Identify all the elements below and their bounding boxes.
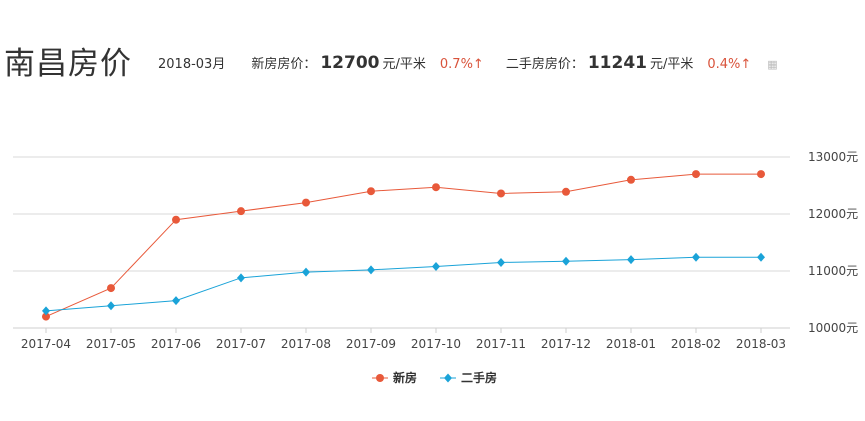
- data-point: [497, 189, 505, 198]
- data-point: [562, 187, 570, 196]
- x-tick-label: 2017-11: [476, 337, 526, 351]
- legend-marker: [376, 374, 384, 382]
- x-tick-label: 2017-05: [86, 337, 136, 351]
- new-price-change: 0.7%↑: [439, 57, 484, 72]
- series-line: [45, 173, 761, 318]
- series-line: [45, 256, 761, 312]
- new-price-label: 新房房价：: [251, 57, 317, 72]
- page-title: 南昌房价: [4, 46, 132, 82]
- data-point: [627, 175, 635, 184]
- data-point: [172, 215, 180, 224]
- data-point: [42, 312, 50, 321]
- x-tick-label: 2018-03: [736, 337, 786, 351]
- data-point: [432, 261, 440, 271]
- second-price-unit: 元/平米: [649, 57, 694, 72]
- y-tick-label: 12000元: [808, 207, 858, 221]
- data-point: [497, 257, 505, 267]
- data-point: [237, 207, 245, 216]
- data-point: [302, 267, 310, 277]
- price-summary: 2018-03月 新房房价： 12700 元/平米 0.7%↑ 二手房房价： 1…: [158, 53, 778, 73]
- y-tick-label: 11000元: [808, 264, 858, 278]
- data-point: [302, 198, 310, 207]
- data-point: [562, 256, 570, 266]
- legend-marker: [444, 373, 452, 383]
- x-tick-label: 2017-12: [541, 337, 591, 351]
- data-point: [107, 301, 115, 311]
- summary-date: 2018-03月: [158, 57, 226, 72]
- data-point: [757, 252, 765, 262]
- y-tick-label: 13000元: [808, 150, 858, 164]
- data-point: [692, 170, 700, 179]
- data-point: [172, 296, 180, 306]
- x-tick-label: 2017-10: [411, 337, 461, 351]
- data-point: [692, 252, 700, 262]
- second-price-value: 11241: [587, 53, 647, 73]
- x-tick-label: 2017-07: [216, 337, 266, 351]
- second-price-label: 二手房房价：: [505, 57, 584, 72]
- new-price-value: 12700: [320, 53, 380, 73]
- data-point: [237, 273, 245, 283]
- data-point: [367, 187, 375, 196]
- data-point: [627, 255, 635, 265]
- x-tick-label: 2018-01: [606, 337, 656, 351]
- x-tick-label: 2017-09: [346, 337, 396, 351]
- data-point: [432, 183, 440, 192]
- x-tick-label: 2017-06: [151, 337, 201, 351]
- new-price-unit: 元/平米: [382, 57, 426, 72]
- data-point: [367, 265, 375, 275]
- data-point: [42, 306, 50, 316]
- data-point: [757, 170, 765, 179]
- second-price-change: 0.4%↑: [707, 57, 752, 72]
- x-tick-label: 2017-08: [281, 337, 331, 351]
- legend-label: 二手房: [461, 370, 497, 385]
- y-tick-label: 10000元: [808, 321, 858, 335]
- data-point: [107, 284, 115, 293]
- x-tick-label: 2017-04: [21, 337, 71, 351]
- table-icon[interactable]: ▦: [767, 58, 778, 71]
- x-tick-label: 2018-02: [671, 337, 721, 351]
- legend-label: 新房: [393, 370, 417, 385]
